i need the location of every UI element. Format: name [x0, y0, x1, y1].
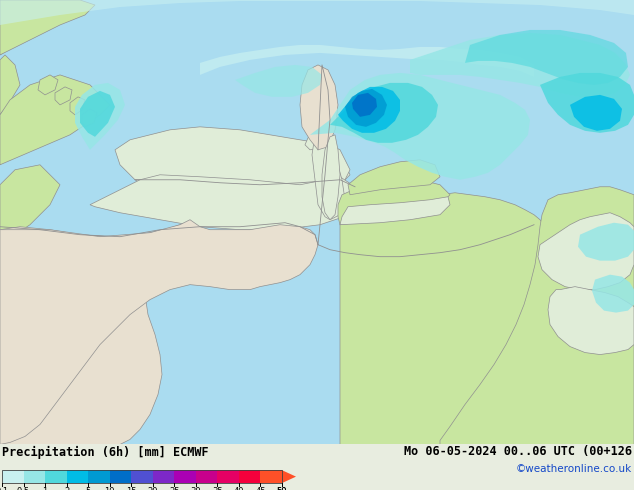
Polygon shape [0, 165, 60, 245]
Text: 1: 1 [42, 487, 48, 490]
Text: 0.1: 0.1 [0, 487, 9, 490]
Polygon shape [410, 33, 630, 97]
Bar [153, 470, 174, 483]
Polygon shape [440, 187, 634, 444]
Polygon shape [0, 0, 25, 55]
Text: 30: 30 [191, 487, 201, 490]
Bar [217, 470, 239, 483]
Polygon shape [82, 109, 97, 127]
Polygon shape [592, 275, 634, 313]
Text: Mo 06-05-2024 00..06 UTC (00+126: Mo 06-05-2024 00..06 UTC (00+126 [404, 445, 632, 459]
Polygon shape [338, 180, 450, 225]
Polygon shape [538, 213, 634, 290]
Polygon shape [90, 175, 360, 230]
Bar [110, 470, 131, 483]
Polygon shape [340, 193, 550, 444]
Polygon shape [465, 30, 628, 85]
Text: 15: 15 [126, 487, 136, 490]
Polygon shape [0, 220, 318, 444]
Polygon shape [200, 45, 534, 77]
Bar [261, 470, 282, 483]
Bar [196, 470, 217, 483]
Text: 40: 40 [234, 487, 244, 490]
Polygon shape [345, 89, 387, 127]
Polygon shape [38, 75, 58, 95]
Bar [45, 470, 67, 483]
Polygon shape [282, 470, 296, 483]
Text: 5: 5 [86, 487, 91, 490]
Polygon shape [75, 83, 125, 150]
Polygon shape [578, 223, 634, 261]
Bar [2, 470, 282, 483]
Polygon shape [548, 287, 634, 355]
Polygon shape [55, 87, 72, 105]
Polygon shape [115, 127, 350, 195]
Polygon shape [0, 0, 95, 55]
Polygon shape [305, 135, 330, 150]
Text: 20: 20 [148, 487, 158, 490]
Bar [2, 470, 23, 483]
Polygon shape [0, 55, 20, 115]
Polygon shape [0, 0, 634, 25]
Bar [88, 470, 110, 483]
Polygon shape [352, 93, 377, 117]
Text: 50: 50 [277, 487, 287, 490]
Polygon shape [0, 110, 25, 165]
Polygon shape [338, 87, 400, 133]
Polygon shape [340, 197, 450, 225]
Text: 25: 25 [169, 487, 179, 490]
Text: 35: 35 [212, 487, 223, 490]
Polygon shape [235, 65, 322, 97]
Text: 2: 2 [64, 487, 69, 490]
Bar [174, 470, 196, 483]
Polygon shape [322, 135, 340, 220]
Polygon shape [348, 160, 440, 195]
Polygon shape [570, 95, 622, 131]
Polygon shape [300, 65, 338, 150]
Polygon shape [0, 225, 185, 444]
Bar [67, 470, 88, 483]
Polygon shape [70, 97, 85, 115]
Polygon shape [540, 73, 634, 133]
Bar [239, 470, 261, 483]
Text: 0.5: 0.5 [17, 487, 30, 490]
Polygon shape [330, 83, 438, 143]
Text: 10: 10 [105, 487, 115, 490]
Bar [131, 470, 153, 483]
Polygon shape [0, 75, 110, 165]
Text: ©weatheronline.co.uk: ©weatheronline.co.uk [515, 464, 632, 474]
Polygon shape [80, 91, 115, 137]
Text: Precipitation (6h) [mm] ECMWF: Precipitation (6h) [mm] ECMWF [2, 445, 209, 459]
Text: 45: 45 [256, 487, 266, 490]
Polygon shape [310, 73, 530, 180]
Polygon shape [135, 145, 350, 200]
Polygon shape [312, 130, 345, 220]
Text: 50: 50 [277, 487, 287, 490]
Bar [23, 470, 45, 483]
Polygon shape [322, 85, 338, 135]
